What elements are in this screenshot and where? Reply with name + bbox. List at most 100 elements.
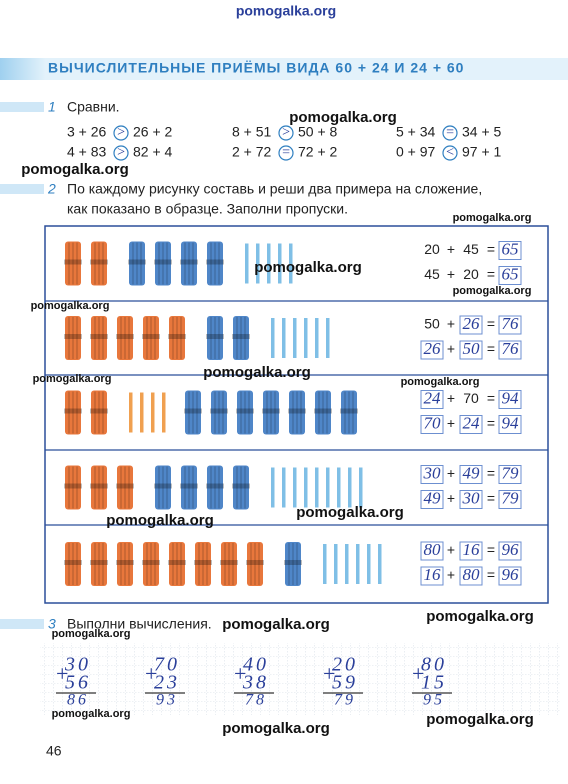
stick [129, 392, 133, 433]
answer-box [498, 490, 522, 509]
ten-bundle [246, 542, 264, 586]
bundle-band [90, 560, 108, 565]
bundle-band [168, 560, 186, 565]
bundle-body [185, 390, 201, 435]
answer: 24 [424, 388, 442, 407]
plus-sign: + [447, 465, 455, 481]
stick [245, 243, 249, 284]
stick [140, 392, 144, 433]
bundle-band [64, 334, 82, 339]
sum: 95 [423, 692, 445, 709]
answer-box [459, 315, 483, 335]
ten-bundle [206, 316, 224, 360]
task-instruction: Сравни. [67, 99, 120, 115]
ten-bundle [220, 542, 238, 586]
equals-sign: = [487, 341, 495, 357]
ten-bundle [90, 465, 108, 510]
bundle-body [155, 465, 171, 510]
plus-sign: + [322, 661, 337, 686]
bundle-body [143, 542, 159, 586]
stick [304, 318, 308, 358]
answer: 96 [502, 565, 520, 584]
sign-circle [442, 145, 458, 161]
watermark: pomogalka.org [401, 376, 480, 388]
stick [345, 544, 349, 584]
stick [151, 392, 155, 433]
bundle-body [117, 542, 133, 586]
number: 70 [463, 390, 479, 406]
bundle-body [65, 390, 81, 435]
answer-box [420, 566, 444, 586]
sum: 79 [334, 692, 356, 709]
task-instruction: По каждому рисунку составь и реши два пр… [67, 181, 482, 197]
answer: 65 [502, 264, 519, 283]
stick [315, 467, 319, 508]
stick [326, 318, 330, 358]
bundle-body [211, 390, 227, 435]
comparison-sign: > [116, 125, 125, 140]
equals-sign: = [487, 465, 495, 481]
bundle-band [180, 483, 198, 489]
answer: 49 [424, 488, 442, 507]
bundle-band [64, 483, 82, 489]
bundle-band [210, 408, 228, 414]
task-instruction: Выполни вычисления. [67, 616, 212, 632]
answer-box [498, 465, 522, 484]
plus-sign: + [447, 241, 455, 257]
ten-bundle [64, 241, 82, 286]
equals-sign: = [487, 390, 495, 406]
answer-box [498, 541, 522, 561]
answer: 94 [502, 413, 520, 432]
answer-box [498, 566, 522, 586]
task-instruction: как показано в образце. Заполни пропуски… [67, 201, 348, 217]
plus-sign: + [447, 415, 455, 431]
addend: 38 [242, 672, 269, 694]
stick [326, 467, 330, 508]
bundle-band [262, 408, 280, 414]
bundle-band [154, 259, 172, 265]
watermark: pomogalka.org [33, 373, 112, 385]
bundle-band [246, 560, 264, 565]
addend: 15 [421, 672, 447, 694]
answer-box [498, 241, 522, 260]
plus-sign: + [144, 661, 159, 686]
ten-bundle [142, 542, 160, 586]
ten-bundle [206, 465, 224, 510]
expression-right: 34 + 5 [462, 124, 502, 140]
bundle-body [207, 465, 223, 510]
expression-left: 3 + 26 [67, 124, 107, 140]
watermark: pomogalka.org [426, 608, 534, 625]
ten-bundle [284, 542, 302, 586]
bundle-body [181, 465, 197, 510]
addend: 59 [332, 672, 358, 694]
sum: 78 [245, 692, 267, 709]
answer-box [420, 340, 444, 360]
comparison-sign: > [281, 125, 290, 140]
plus-sign: + [55, 661, 70, 686]
equals-sign: = [487, 266, 495, 282]
ten-bundle [180, 241, 198, 286]
bundle-body [91, 316, 107, 360]
answer-box [498, 340, 522, 360]
bundle-band [314, 408, 332, 414]
ten-bundle [90, 542, 108, 586]
answer: 50 [463, 339, 481, 358]
stick [282, 467, 286, 508]
bundle-body [247, 542, 263, 586]
answer: 76 [502, 314, 520, 333]
bundle-body [315, 390, 331, 435]
ten-bundle [90, 241, 108, 286]
plus-sign: + [411, 661, 426, 686]
stick [359, 467, 363, 508]
sum: 86 [67, 692, 89, 709]
answer: 65 [502, 239, 519, 258]
expression-right: 72 + 2 [298, 144, 338, 160]
sign-circle [278, 145, 294, 161]
stick [256, 243, 260, 284]
stick [315, 318, 319, 358]
stick [271, 318, 275, 358]
answer: 16 [424, 565, 442, 584]
stick [304, 467, 308, 508]
bundle-body [207, 316, 223, 360]
bundle-band [64, 560, 82, 565]
